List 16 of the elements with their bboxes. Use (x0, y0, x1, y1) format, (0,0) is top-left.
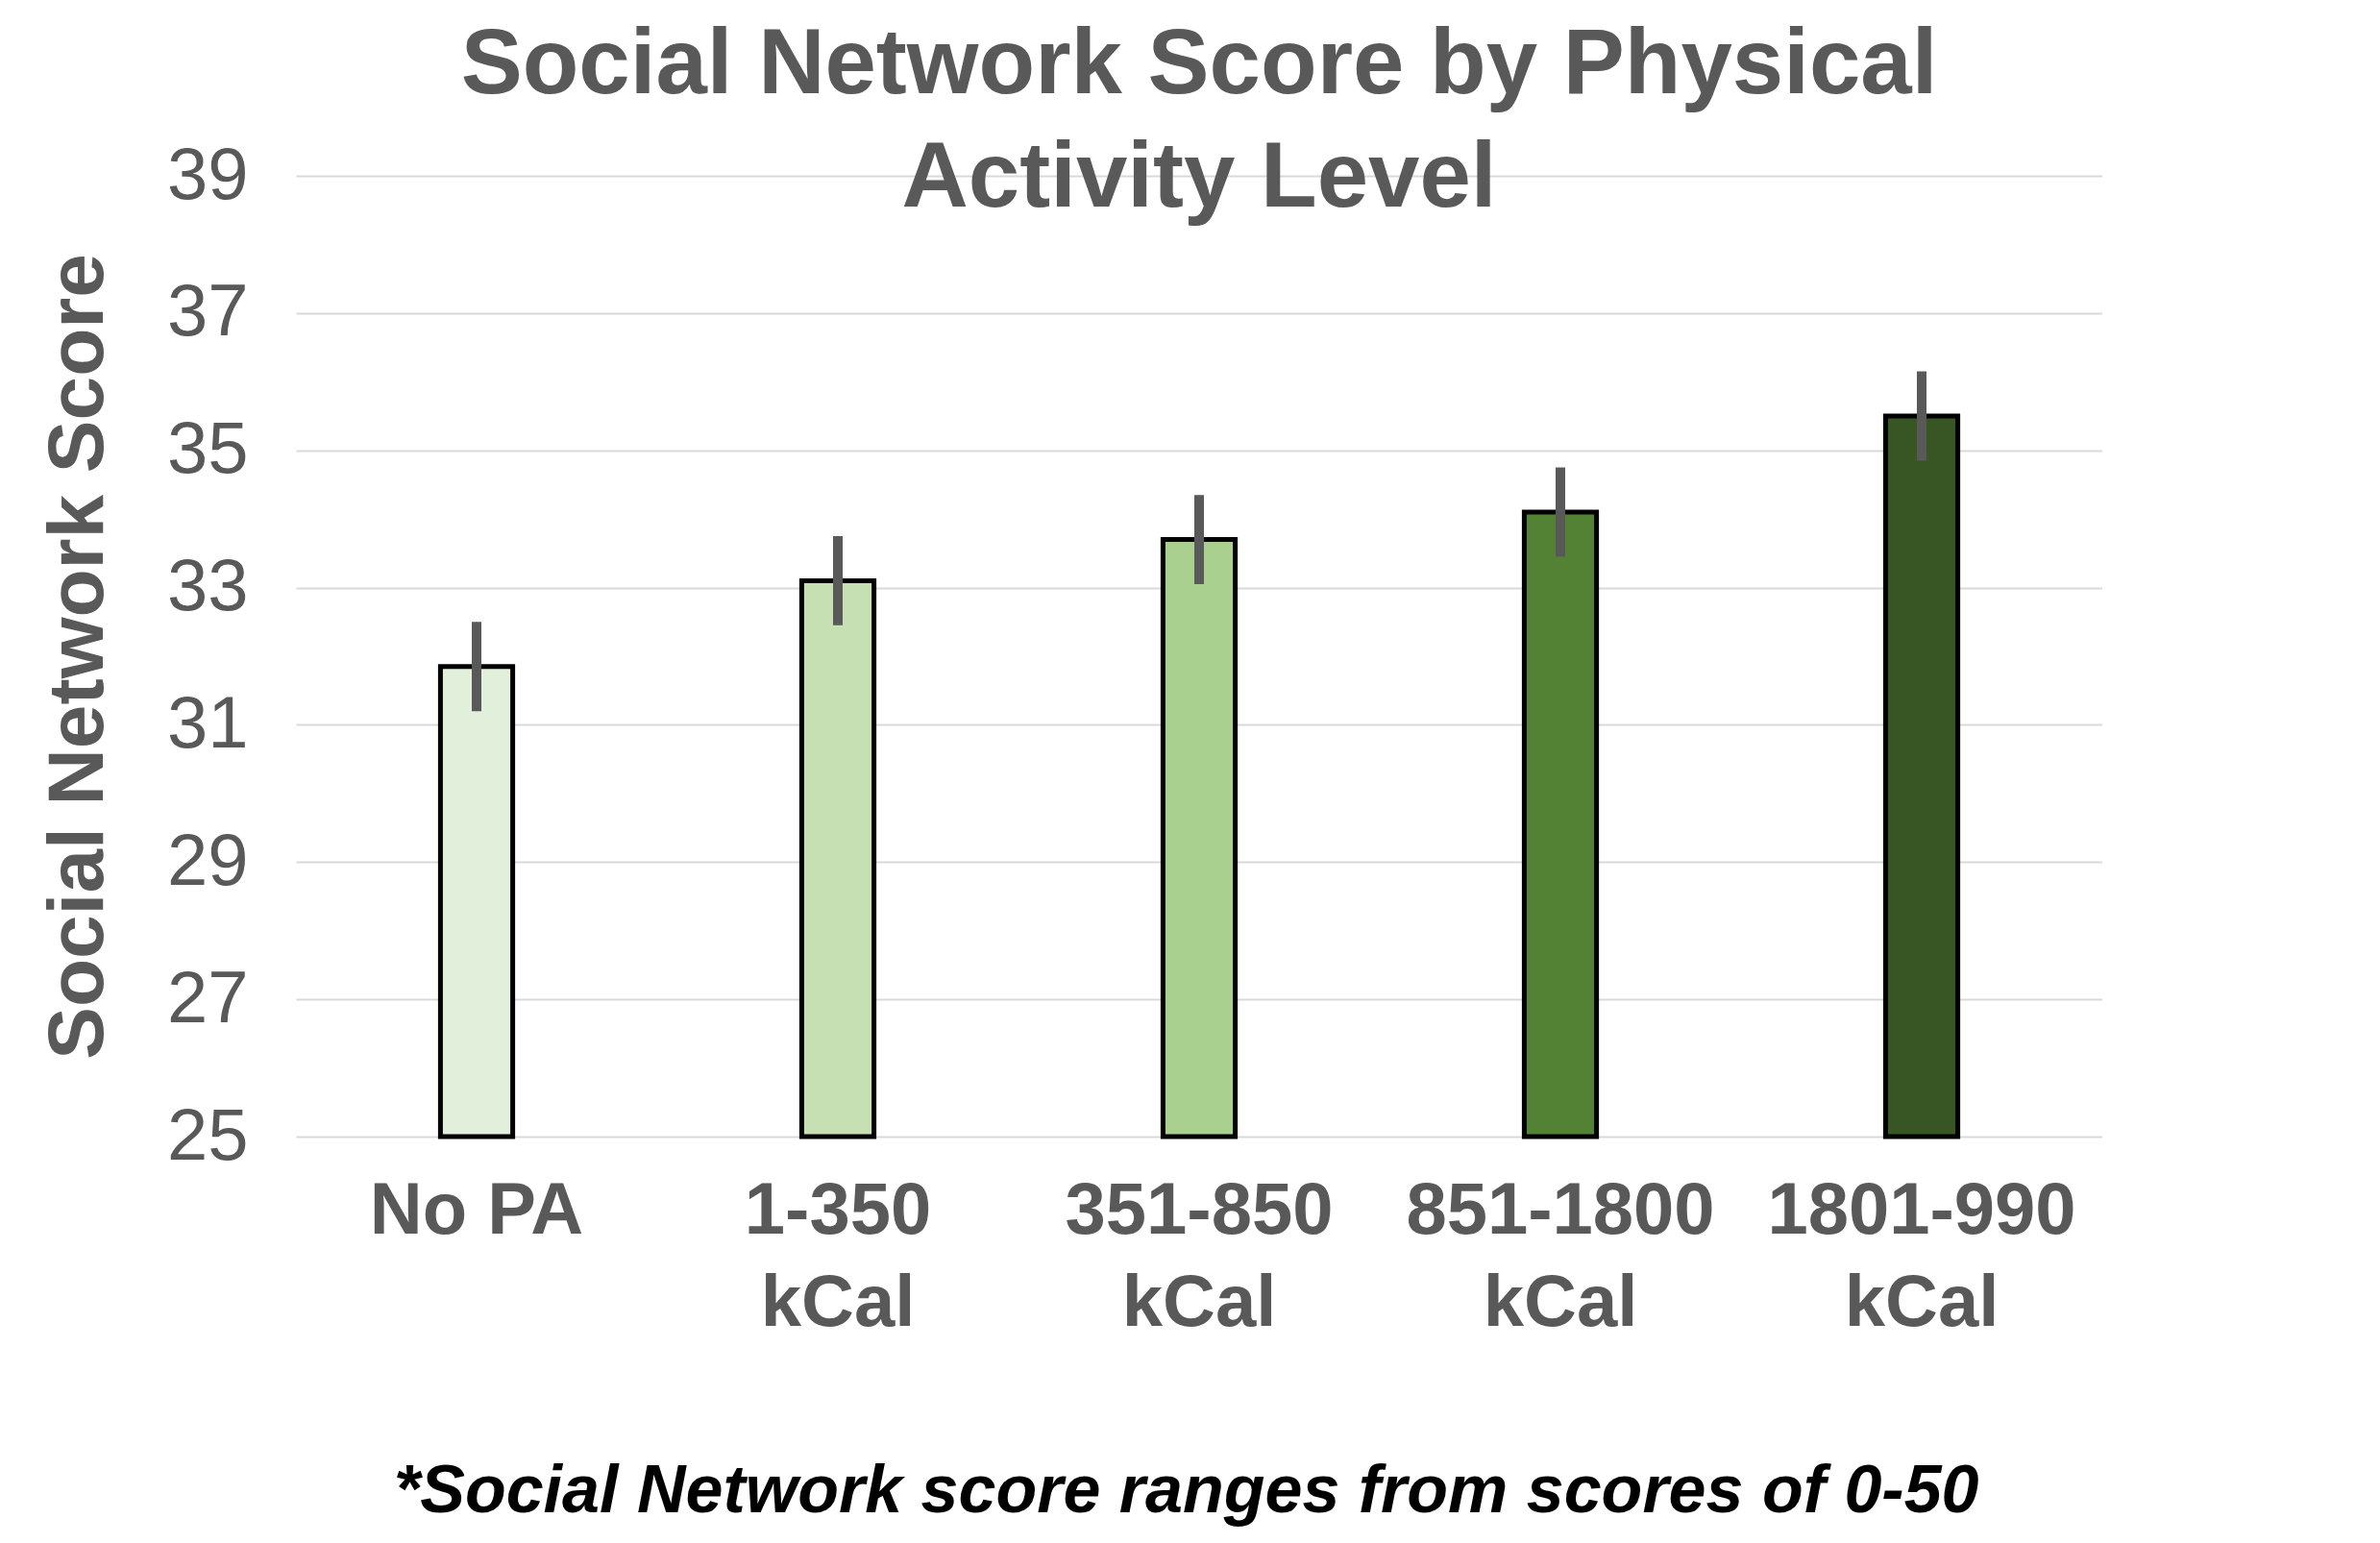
y-tick-label: 33 (166, 544, 249, 626)
y-tick-label: 37 (166, 269, 249, 352)
chart-title: Social Network Score by Physical Activity Level (460, 10, 1938, 226)
y-tick-label: 27 (166, 955, 249, 1038)
y-tick-label: 29 (166, 818, 249, 900)
text: *Social Network score ranges from scores of 0-50 (394, 1451, 1979, 1528)
y-tick-label: 35 (166, 406, 249, 489)
x-tick-label: 1801-990 kCal (1767, 1166, 2076, 1341)
y-axis-title: Social Network Score (31, 254, 119, 1060)
y-tick-label: 25 (166, 1092, 249, 1175)
x-tick-label: 1-350 kCal (744, 1166, 932, 1341)
x-tick-label: No PA (369, 1166, 584, 1249)
y-tick-label: 39 (166, 132, 249, 214)
x-tick-label: 351-850 kCal (1065, 1166, 1334, 1341)
y-tick-label: 31 (166, 680, 249, 763)
x-tick-label: 851-1800 kCal (1406, 1166, 1715, 1341)
